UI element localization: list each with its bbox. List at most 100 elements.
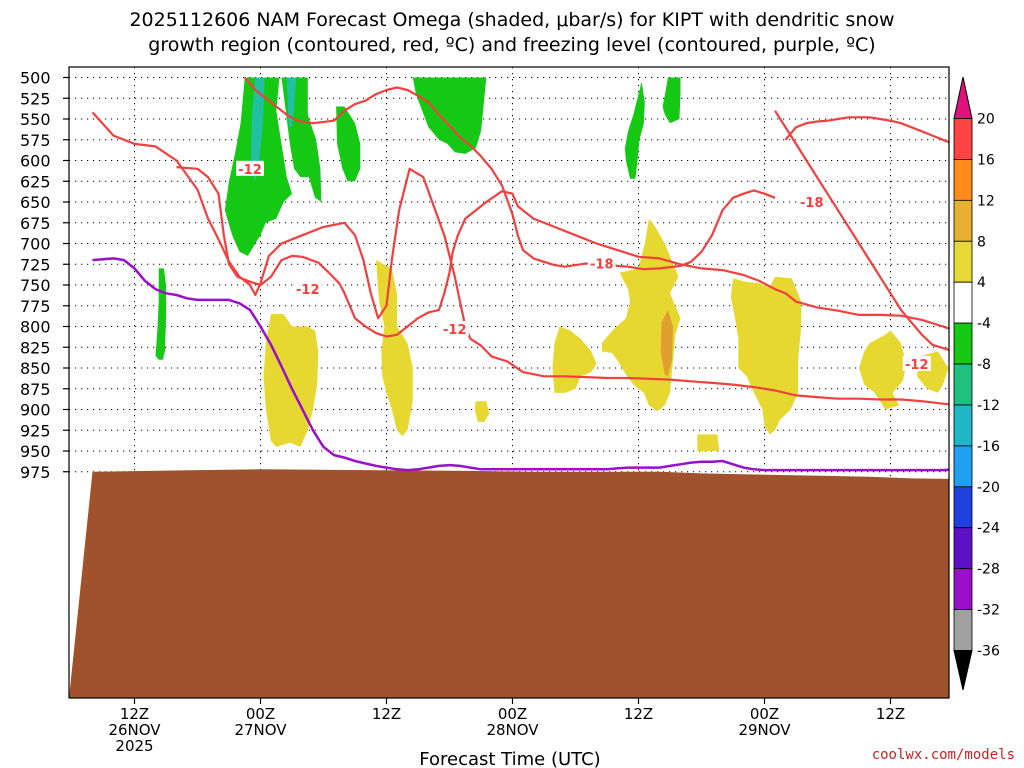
y-tick-label: 950 — [20, 442, 51, 461]
dgz-contour-minus18 — [243, 76, 776, 271]
dgz-contour-minus12 — [91, 111, 949, 406]
omega-positive-region — [697, 434, 720, 451]
x-tick-label: 00Z — [498, 705, 527, 723]
y-tick-label: 875 — [20, 380, 51, 399]
contour-label-bg — [587, 255, 616, 271]
contour-label-bg — [236, 160, 264, 176]
y-tick-label: 550 — [20, 110, 51, 129]
x-tick-label: 12Z — [624, 705, 653, 723]
omega-negative-region — [624, 81, 645, 179]
y-tick-label: 800 — [20, 318, 51, 337]
x-tick-label: 12Z — [120, 705, 149, 723]
plot-frame — [68, 66, 950, 699]
colorbar-label: 4 — [977, 275, 986, 291]
y-tick-label: 750 — [20, 276, 51, 295]
omega-positive-strong-region — [660, 309, 674, 377]
y-tick-label: 500 — [20, 69, 51, 88]
x-tick-label: 29NOV — [738, 721, 791, 739]
omega-negative-region — [412, 77, 487, 154]
y-tick-label: 925 — [20, 421, 51, 440]
contour-label: -12 — [905, 358, 929, 373]
contour-label: -18 — [590, 257, 614, 272]
y-tick-label: 850 — [20, 359, 51, 378]
dgz-contour-minus18 — [784, 116, 949, 144]
omega-positive-region — [552, 326, 597, 393]
contour-label: -12 — [296, 283, 320, 298]
colorbar-label: -20 — [977, 480, 1000, 496]
axes: 5005255505756006256506757007257507758008… — [20, 69, 905, 756]
credit-text: coolwx.com/models — [872, 747, 1015, 763]
y-tick-label: 975 — [20, 463, 51, 482]
colorbar-label: 16 — [977, 152, 995, 168]
chart-title-line2: growth region (contoured, red, ºC) and f… — [148, 34, 875, 56]
colorbar-label: -28 — [977, 562, 1000, 578]
colorbar-segment — [953, 568, 973, 610]
y-tick-label: 675 — [20, 214, 51, 233]
x-tick-label: 26NOV — [108, 721, 161, 739]
colorbar-bottom-cap — [953, 650, 973, 691]
dgz-contour-minus18 — [774, 110, 949, 352]
colorbar-segment — [953, 527, 973, 570]
contour-label-bg — [440, 320, 469, 336]
y-tick-label: 600 — [20, 152, 51, 171]
x-tick-label: 12Z — [876, 705, 905, 723]
omega-negative-region — [336, 106, 361, 182]
colorbar-label: -8 — [977, 357, 991, 373]
y-tick-label: 725 — [20, 255, 51, 274]
y-tick-label: 900 — [20, 401, 51, 420]
freezing-level-line — [92, 257, 949, 472]
colorbar-label: 20 — [977, 112, 995, 128]
colorbar-label: -36 — [977, 644, 1000, 660]
omega-negative-strong-region — [251, 77, 265, 182]
contour-label: -12 — [238, 163, 262, 178]
colorbar-segment — [953, 609, 973, 651]
plot-area: -12 -12 -12 -12 -18 -18 — [69, 67, 949, 698]
omega-positive-region — [474, 401, 490, 422]
x-tick-label: 2025 — [115, 737, 153, 755]
dgz-contour-minus12 — [176, 166, 949, 338]
omega-positive-region — [601, 218, 681, 412]
x-tick-label: 28NOV — [486, 721, 539, 739]
contour-label-bg — [293, 281, 322, 297]
omega-positive-region — [376, 260, 413, 437]
x-tick-label: 00Z — [246, 705, 275, 723]
chart-title-line1: 2025112606 NAM Forecast Omega (shaded, μ… — [129, 9, 894, 31]
colorbar-segment — [953, 240, 973, 283]
colorbar-label: 12 — [977, 193, 995, 209]
colorbar-segment — [953, 486, 973, 529]
x-tick-label: 00Z — [750, 705, 779, 723]
y-tick-label: 625 — [20, 172, 51, 191]
x-tick-label: 12Z — [372, 705, 401, 723]
colorbar-top-cap — [953, 76, 973, 119]
contour-label: -12 — [443, 323, 467, 338]
y-tick-label: 825 — [20, 338, 51, 357]
colorbar-segment — [953, 159, 973, 201]
y-tick-label: 650 — [20, 193, 51, 212]
omega-positive-region — [859, 330, 907, 410]
colorbar-segment — [953, 363, 973, 406]
contour-label: -18 — [800, 196, 824, 211]
colorbar-label: -24 — [977, 521, 1000, 537]
omega-positive-region — [730, 276, 802, 435]
contour-label-bg — [797, 194, 826, 209]
colorbar: 20 16 12 8 4 -4 -8 -12 -16 -20 -24 -28 -32 -36 — [953, 76, 1000, 691]
omega-negative-strong-region — [286, 77, 297, 128]
y-tick-label: 525 — [20, 89, 51, 108]
colorbar-label: -4 — [977, 316, 991, 332]
y-tick-label: 775 — [20, 297, 51, 316]
colorbar-segment — [953, 404, 973, 447]
colorbar-label: -32 — [977, 603, 1000, 619]
x-axis-label: Forecast Time (UTC) — [419, 749, 600, 768]
colorbar-segment — [953, 118, 973, 160]
omega-negative-region — [662, 77, 681, 124]
contour-label-bg — [902, 355, 931, 371]
x-tick-label: 27NOV — [234, 721, 287, 739]
colorbar-segment — [953, 445, 973, 488]
colorbar-segment — [953, 281, 973, 324]
colorbar-segment — [953, 199, 973, 242]
y-tick-label: 700 — [20, 235, 51, 254]
colorbar-segment — [953, 322, 973, 365]
y-tick-label: 575 — [20, 131, 51, 150]
colorbar-label: -12 — [977, 398, 1000, 414]
